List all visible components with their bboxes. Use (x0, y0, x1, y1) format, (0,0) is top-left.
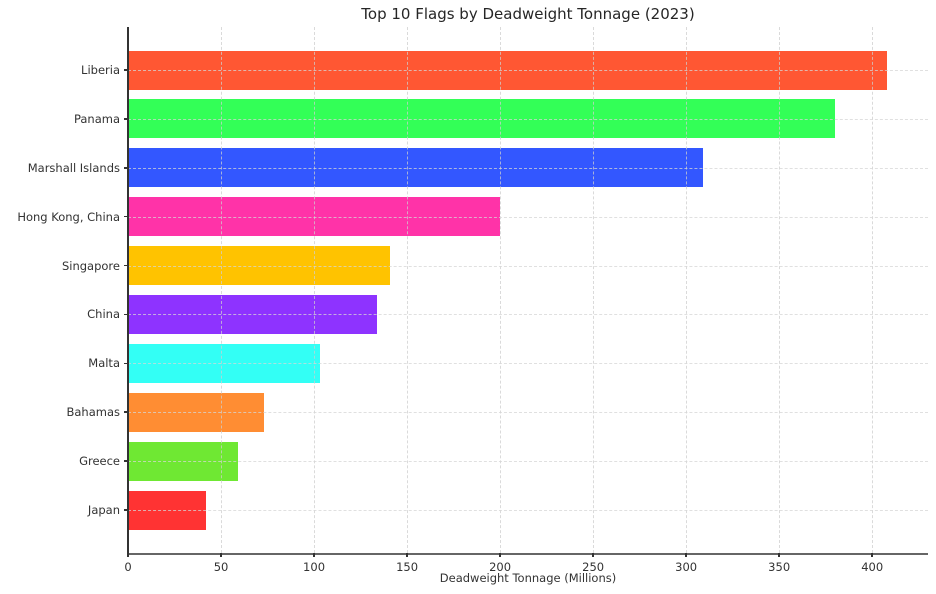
vertical-gridline-200 (500, 27, 502, 553)
y-tick-label-bahamas: Bahamas (66, 405, 120, 420)
x-tick-mark-50 (220, 553, 222, 557)
y-tick-mark-marshall-islands (124, 167, 128, 169)
x-tick-label-250: 250 (582, 560, 605, 574)
y-tick-mark-greece (124, 460, 128, 462)
y-tick-label-marshall-islands: Marshall Islands (27, 160, 120, 175)
vertical-gridline-50 (221, 27, 223, 553)
x-tick-mark-400 (871, 553, 873, 557)
vertical-gridline-300 (686, 27, 688, 553)
vertical-gridline-250 (593, 27, 595, 553)
x-tick-label-0: 0 (124, 560, 132, 574)
y-tick-label-panama: Panama (73, 111, 120, 126)
x-tick-label-150: 150 (396, 560, 419, 574)
x-tick-mark-100 (313, 553, 315, 557)
y-tick-label-malta: Malta (88, 356, 120, 371)
horizontal-gridline-malta (128, 363, 928, 365)
y-tick-mark-malta (124, 362, 128, 365)
y-tick-mark-china (124, 313, 128, 316)
x-tick-label-300: 300 (675, 560, 698, 574)
y-tick-label-china: China (87, 307, 120, 322)
y-tick-mark-liberia (124, 69, 128, 71)
y-tick-label-greece: Greece (79, 454, 120, 469)
horizontal-gridline-japan (128, 510, 928, 511)
x-tick-label-50: 50 (213, 560, 229, 574)
vertical-gridline-100 (314, 27, 316, 553)
plot-area: 0 50 100 150 200 250 300 350 400 Liberia Panama Mar… (17, 27, 928, 574)
x-tick-mark-200 (499, 553, 501, 557)
horizontal-gridline-greece (128, 461, 928, 463)
y-tick-label-singapore: Singapore (61, 258, 120, 273)
x-axis-spine (127, 553, 928, 555)
x-tick-mark-300 (685, 553, 687, 557)
vertical-gridline-400 (872, 27, 874, 553)
horizontal-gridline-bahamas (128, 412, 928, 414)
y-tick-label-liberia: Liberia (81, 63, 120, 77)
x-tick-label-400: 400 (861, 560, 884, 574)
horizontal-gridline-hong-kong-china (128, 216, 928, 218)
vertical-gridline-350 (779, 27, 781, 553)
horizontal-gridline-china (128, 314, 928, 316)
y-tick-mark-hong-kong-china (124, 215, 128, 218)
y-tick-mark-japan (124, 509, 128, 511)
x-tick-mark-150 (406, 553, 408, 557)
y-axis-spine (127, 27, 129, 553)
horizontal-gridline-singapore (128, 265, 928, 267)
vertical-gridline-150 (407, 27, 409, 553)
horizontal-gridline-panama (128, 118, 928, 120)
x-tick-mark-250 (592, 553, 594, 557)
y-tick-mark-bahamas (124, 411, 128, 413)
chart-title: Top 10 Flags by Deadweight Tonnage (2023… (361, 5, 695, 23)
y-tick-label-japan: Japan (87, 503, 120, 517)
horizontal-gridline-liberia (128, 70, 928, 71)
x-tick-label-100: 100 (303, 560, 326, 574)
x-tick-mark-350 (778, 553, 780, 557)
x-axis-label: Deadweight Tonnage (Millions) (439, 571, 617, 585)
x-tick-mark-0 (127, 553, 129, 557)
x-tick-label-350: 350 (768, 560, 791, 574)
horizontal-gridline-marshall-islands (128, 167, 928, 169)
y-tick-mark-singapore (124, 264, 128, 267)
y-tick-label-hong-kong-china: Hong Kong, China (17, 209, 120, 224)
y-tick-mark-panama (124, 118, 128, 120)
x-tick-label-200: 200 (489, 560, 512, 574)
